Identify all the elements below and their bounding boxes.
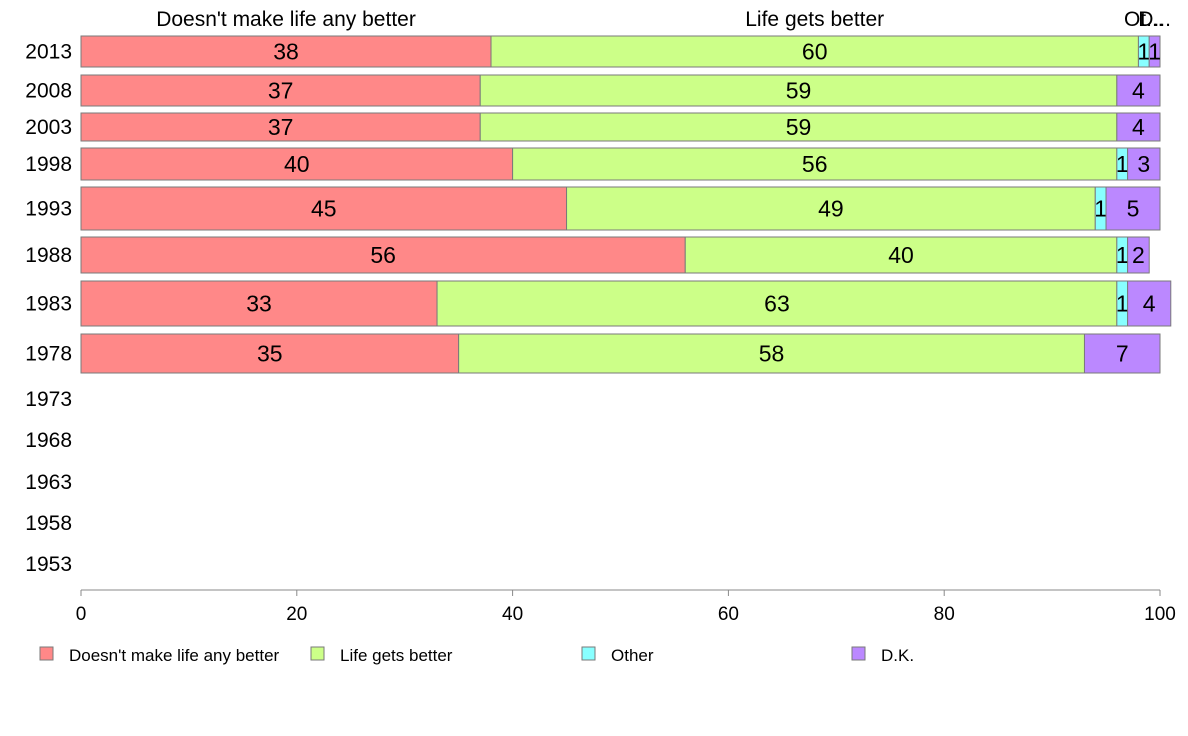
bar-value-label: 38	[273, 39, 299, 65]
category-label: 2013	[25, 41, 72, 64]
legend-label: Other	[611, 646, 654, 665]
bar-segment	[684, 236, 1118, 274]
bar-segment	[80, 333, 460, 374]
column-header: Ot...	[1124, 8, 1164, 31]
x-tick-label: 80	[934, 604, 955, 625]
x-tick-label: 20	[286, 604, 307, 625]
bar-value-label: 2	[1132, 242, 1145, 268]
bar-value-label: 4	[1143, 291, 1156, 317]
legend-swatch	[581, 646, 596, 661]
bar-value-label: 60	[802, 39, 828, 65]
category-label: 1988	[25, 244, 72, 267]
column-header: Life gets better	[745, 8, 884, 31]
bar-value-label: 40	[284, 151, 310, 177]
category-label: 1993	[25, 198, 72, 221]
legend-swatch	[851, 646, 866, 661]
category-label: 2003	[25, 116, 72, 139]
bar-segment	[490, 35, 1139, 68]
bar-value-label: 59	[786, 78, 812, 104]
legend-swatch	[310, 646, 325, 661]
bar-value-label: 35	[257, 341, 283, 367]
legend-label: D.K.	[881, 646, 914, 665]
bar-value-label: 63	[764, 291, 790, 317]
bar-segment	[1148, 35, 1161, 68]
bar-value-label: 1	[1116, 242, 1129, 268]
x-tick-label: 60	[718, 604, 739, 625]
bar-value-label: 1	[1148, 39, 1161, 65]
bar-segment	[80, 186, 568, 231]
bar-segment	[566, 186, 1096, 231]
bar-segment	[80, 236, 686, 274]
bar-segment	[1105, 186, 1161, 231]
bar-value-label: 4	[1132, 78, 1145, 104]
bar-segment	[479, 112, 1118, 142]
category-label: 1978	[25, 343, 72, 366]
legend-label: Life gets better	[340, 646, 453, 665]
bar-segment	[1127, 236, 1150, 274]
bar-value-label: 59	[786, 114, 812, 140]
x-tick-label: 40	[502, 604, 523, 625]
bar-segment	[1083, 333, 1161, 374]
bar-segment	[1127, 280, 1172, 327]
x-axis: 0 20 40 60 80 100	[76, 589, 1176, 625]
category-label: 2008	[25, 80, 72, 103]
x-tick-label: 0	[76, 604, 87, 625]
bar-value-label: 1	[1116, 291, 1129, 317]
bar-value-label: 5	[1127, 196, 1140, 222]
bar-value-label: 56	[802, 151, 828, 177]
bar-value-label: 3	[1137, 151, 1150, 177]
bar-value-label: 58	[759, 341, 785, 367]
bar-segment	[512, 147, 1118, 181]
bar-value-label: 37	[268, 114, 294, 140]
category-label: 1968	[25, 429, 72, 452]
bar-segment	[80, 112, 481, 142]
column-headers: Doesn't make life any better Life gets be…	[156, 8, 1171, 31]
bar-value-label: 1	[1094, 196, 1107, 222]
bar-value-label: 33	[246, 291, 272, 317]
bar-segment	[458, 333, 1085, 374]
category-label: 1958	[25, 512, 72, 535]
category-label: 1963	[25, 471, 72, 494]
legend-swatch	[39, 646, 54, 661]
category-label: 1973	[25, 388, 72, 411]
bar-segment	[1116, 74, 1161, 107]
category-label: 1953	[25, 553, 72, 576]
legend-label: Doesn't make life any better	[69, 646, 280, 665]
bar-value-label: 40	[888, 242, 914, 268]
bar-value-label: 49	[818, 196, 844, 222]
bar-value-label: 4	[1132, 114, 1145, 140]
bar-value-label: 45	[311, 196, 337, 222]
column-header: Doesn't make life any better	[156, 8, 416, 31]
bar-segment	[1127, 147, 1161, 181]
legend: Doesn't make life any better Life gets be…	[39, 646, 914, 665]
category-label: 1998	[25, 153, 72, 176]
bar-value-label: 56	[370, 242, 396, 268]
bar-segment	[80, 74, 481, 107]
bar-value-label: 37	[268, 78, 294, 104]
column-header: D...	[1138, 8, 1171, 31]
category-labels: 2013 2008 2003 1998 1993 1988 1983 1978 1973 1968…	[25, 41, 72, 577]
bar-segment	[1116, 112, 1161, 142]
bar-value-label: 1	[1137, 39, 1150, 65]
bar-value-label: 1	[1116, 151, 1129, 177]
bar-value-label: 7	[1116, 341, 1129, 367]
category-label: 1983	[25, 293, 72, 316]
x-tick-label: 100	[1144, 604, 1176, 625]
